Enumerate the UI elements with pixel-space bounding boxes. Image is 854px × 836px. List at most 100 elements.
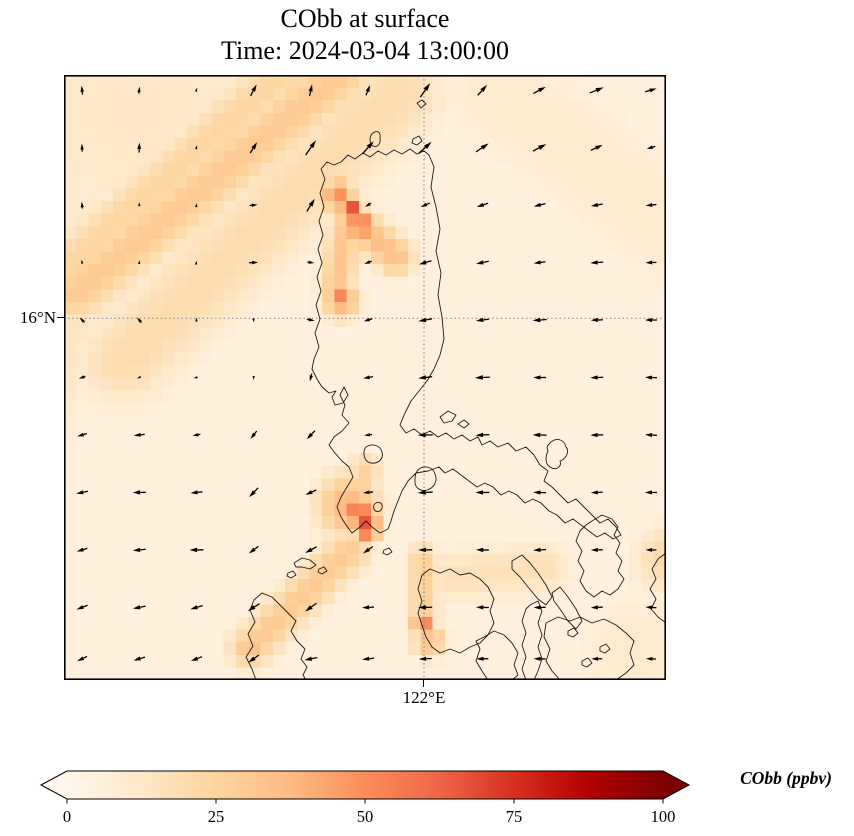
wind-arrow-head [590, 547, 598, 552]
wind-arrow-head [533, 605, 541, 610]
coastline-luzon [311, 148, 622, 540]
wind-arrow-head [590, 375, 598, 380]
wind-arrow-head [76, 490, 84, 495]
wind-arrow-shaft [82, 655, 88, 659]
wind-arrow-head [248, 656, 256, 663]
wind-arrow-head [591, 656, 599, 661]
wind-arrow-head [595, 144, 603, 150]
wind-arrow-head [475, 490, 484, 495]
wind-arrow-head [418, 317, 427, 323]
wind-arrow-head [424, 141, 432, 149]
wind-arrow-head [251, 84, 257, 92]
wind-arrow-head [645, 605, 653, 610]
wind-arrow-shaft [532, 147, 540, 152]
coastline-babuyan-2 [411, 135, 423, 146]
lon-tick-mark [423, 680, 425, 687]
coastline-round-island [414, 466, 437, 491]
wind-arrow-shaft [197, 656, 203, 660]
wind-arrow-head [251, 260, 259, 265]
wind-arrow-shaft [140, 656, 146, 660]
coastline-marinduque [417, 568, 495, 654]
wind-arrow-head [189, 547, 198, 553]
wind-arrow-head [137, 317, 142, 323]
coastline-islet-north [416, 99, 427, 109]
wind-arrow-shaft [311, 546, 317, 551]
colorbar-tick-label: 0 [63, 807, 71, 826]
wind-arrow-head [247, 605, 256, 612]
coastline-lubang-1 [293, 557, 317, 570]
wind-arrow-head [80, 201, 84, 208]
wind-arrow-head [138, 202, 141, 207]
wind-arrow-shaft [540, 261, 546, 264]
wind-arrow-head [80, 143, 84, 150]
wind-arrow-head [195, 317, 198, 322]
wind-arrow-shaft [311, 602, 317, 608]
wind-arrow-head [645, 657, 653, 661]
wind-arrow-shaft [369, 202, 372, 205]
wind-arrow-head [590, 605, 598, 610]
wind-arrow-head [365, 85, 371, 93]
wind-arrow-head [645, 547, 653, 552]
wind-arrow-head [533, 490, 541, 495]
wind-arrow-head [308, 260, 315, 264]
wind-arrow-head [533, 547, 541, 553]
wind-arrow-head [417, 490, 426, 495]
wind-arrow-head [77, 432, 85, 437]
wind-arrow-head [80, 85, 84, 92]
wind-arrow-shaft [197, 604, 203, 608]
wind-arrow-head [480, 143, 489, 150]
coastline-islet-se-b [599, 643, 611, 654]
wind-arrow-head [195, 203, 198, 208]
colorbar-tick-label: 100 [651, 807, 676, 826]
plot-border [64, 75, 666, 680]
wind-arrow-shaft [475, 147, 483, 153]
wind-arrow-head [476, 202, 485, 207]
colorbar-label: CObb (ppbv) [740, 768, 832, 788]
wind-arrow-shaft [419, 89, 427, 98]
wind-arrow-head [646, 145, 654, 149]
wind-arrow-shaft [369, 318, 373, 321]
wind-arrow-head [190, 490, 198, 495]
wind-arrow-head [252, 318, 255, 323]
wind-arrow-head [194, 260, 198, 265]
wind-arrow-shaft [361, 146, 369, 155]
wind-arrow-head [305, 490, 313, 495]
wind-arrow-head [132, 605, 141, 610]
wind-arrow-shaft [483, 318, 489, 321]
chart-subtitle: Time: 2024-03-04 13:00:00 [221, 36, 509, 65]
wind-arrow-head [133, 432, 141, 437]
wind-arrow-head [251, 142, 258, 150]
wind-arrow-head [363, 375, 370, 380]
wind-arrow-shaft [425, 260, 432, 263]
coastline-island-se-corner [543, 616, 635, 680]
wind-arrow-head [308, 198, 315, 207]
wind-arrow-head [252, 375, 255, 380]
coastline-islet-se-a [567, 627, 579, 638]
coastline-polillo-2 [457, 419, 470, 429]
wind-arrow-head [137, 375, 142, 379]
wind-arrow-shaft [590, 147, 597, 151]
map-plot-area [64, 75, 666, 680]
wind-arrow-head [304, 656, 313, 661]
wind-arrow-head [595, 87, 604, 93]
quiver-layer [76, 83, 657, 663]
wind-arrow-head [194, 145, 198, 150]
wind-arrow-head [590, 317, 598, 323]
coastline-babuyan-1 [369, 131, 381, 147]
wind-arrow-head [305, 605, 313, 612]
lat-tick-label: 16°N [19, 308, 56, 327]
wind-arrow-shaft [483, 202, 489, 206]
wind-arrow-head [76, 605, 84, 610]
wind-arrow-shaft [254, 430, 258, 435]
wind-arrow-head [590, 202, 599, 207]
wind-arrow-head [362, 656, 370, 661]
wind-arrow-head [305, 547, 313, 553]
coastline-ticao [551, 586, 583, 630]
wind-arrow-head [192, 432, 199, 437]
wind-arrow-head [308, 84, 313, 92]
wind-arrow-head [475, 547, 484, 553]
coastline-lubang-2 [317, 566, 328, 575]
wind-arrow-head [644, 317, 653, 323]
wind-arrow-head [418, 260, 427, 265]
